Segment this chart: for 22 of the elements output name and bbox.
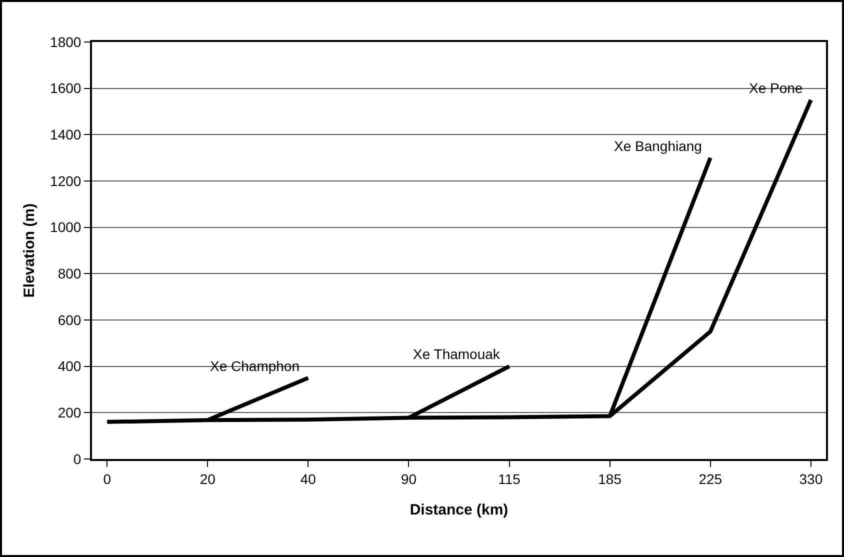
- x-tick-label: 115: [498, 470, 521, 487]
- x-axis-title: Distance (km): [410, 501, 508, 518]
- x-tick-label: 0: [103, 470, 112, 487]
- y-tick-label: 400: [58, 358, 82, 374]
- y-tick-label: 200: [58, 404, 82, 421]
- series-label: Xe Thamouak: [413, 346, 501, 362]
- y-tick-label: 1400: [50, 126, 82, 143]
- y-tick-label: 1800: [50, 34, 82, 50]
- y-tick-label: 0: [73, 450, 82, 467]
- y-tick-label: 1000: [50, 219, 82, 236]
- series-label: Xe Banghiang: [614, 138, 702, 154]
- y-tick-label: 800: [58, 266, 82, 282]
- x-tick-label: 330: [799, 470, 823, 487]
- x-tick-label: 20: [200, 470, 216, 487]
- y-tick-label: 1600: [50, 80, 82, 96]
- y-tick-label: 1200: [50, 172, 82, 189]
- x-tick-label: 40: [300, 470, 316, 487]
- x-tick-label: 90: [400, 470, 417, 487]
- y-tick-label: 600: [58, 312, 82, 328]
- y-axis-title: Elevation (m): [20, 203, 38, 298]
- x-tick-label: 185: [598, 470, 622, 487]
- x-tick-label: 225: [698, 470, 722, 487]
